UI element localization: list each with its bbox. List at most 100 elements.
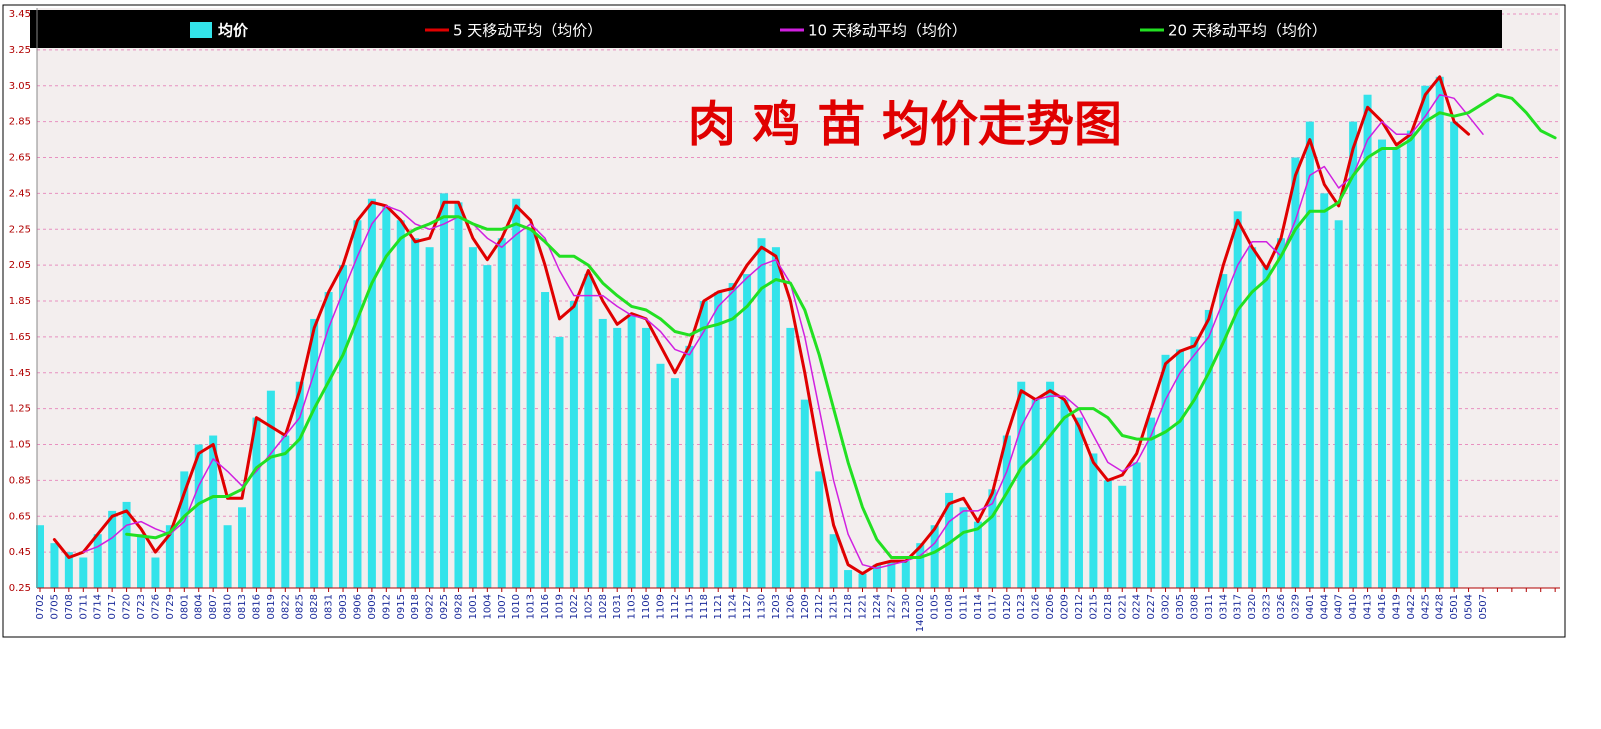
bar bbox=[79, 557, 88, 588]
x-tick-label: 1028 bbox=[598, 594, 609, 619]
x-tick-label: 0108 bbox=[944, 594, 955, 619]
legend-label: 均价 bbox=[218, 22, 249, 40]
bar bbox=[1435, 76, 1444, 588]
x-tick-label: 0224 bbox=[1132, 594, 1143, 619]
bar bbox=[1161, 354, 1170, 588]
x-tick-label: 0206 bbox=[1045, 594, 1056, 619]
x-tick-label: 0308 bbox=[1189, 594, 1200, 619]
bar bbox=[382, 205, 391, 588]
bar bbox=[295, 381, 304, 588]
x-tick-label: 1010 bbox=[511, 594, 522, 619]
bar bbox=[569, 301, 578, 588]
x-tick-label: 1103 bbox=[627, 594, 638, 619]
x-tick-label: 0825 bbox=[295, 594, 306, 619]
y-tick-label: 0.45 bbox=[9, 547, 31, 558]
x-tick-label: 0111 bbox=[959, 594, 970, 619]
x-tick-label: 0305 bbox=[1175, 594, 1186, 619]
ma-line bbox=[82, 93, 1484, 570]
bar bbox=[872, 564, 881, 588]
legend-swatch bbox=[190, 22, 212, 38]
x-tick-label: 0702 bbox=[35, 594, 46, 619]
y-tick-label: 3.05 bbox=[9, 81, 31, 92]
x-tick-label: 1013 bbox=[526, 594, 537, 619]
bar bbox=[829, 534, 838, 588]
bar bbox=[887, 561, 896, 588]
bar bbox=[425, 247, 434, 588]
x-tick-label: 1130 bbox=[757, 594, 768, 619]
x-tick-label: 0425 bbox=[1420, 594, 1431, 619]
y-tick-label: 1.65 bbox=[9, 332, 31, 343]
x-tick-label: 0729 bbox=[165, 594, 176, 619]
x-tick-label: 0123 bbox=[1016, 594, 1027, 619]
x-tick-label: 0816 bbox=[251, 594, 262, 619]
y-tick-label: 2.65 bbox=[9, 153, 31, 164]
x-tick-label: 0810 bbox=[223, 594, 234, 619]
bar bbox=[497, 238, 506, 588]
legend-label: 20 天移动平均（均价） bbox=[1168, 22, 1327, 40]
bar bbox=[1349, 121, 1358, 588]
x-tick-label: 1212 bbox=[814, 594, 825, 619]
bar bbox=[108, 510, 117, 588]
bar bbox=[396, 220, 405, 588]
bar bbox=[800, 399, 809, 588]
x-tick-label: 0419 bbox=[1391, 594, 1402, 619]
y-tick-label: 2.45 bbox=[9, 188, 31, 199]
bar bbox=[512, 198, 521, 588]
y-tick-label: 0.25 bbox=[9, 583, 31, 594]
bar bbox=[1305, 121, 1314, 588]
x-tick-label: 0218 bbox=[1103, 594, 1114, 619]
bar bbox=[310, 318, 319, 588]
x-tick-label: 0922 bbox=[425, 594, 436, 619]
bar bbox=[1190, 336, 1199, 588]
x-tick-label: 0705 bbox=[49, 594, 60, 619]
bar bbox=[1132, 462, 1141, 588]
x-tick-label: 0302 bbox=[1161, 594, 1172, 619]
x-tick-label: 0215 bbox=[1088, 594, 1099, 619]
x-tick-label: 0428 bbox=[1435, 594, 1446, 619]
bar bbox=[584, 274, 593, 588]
bar bbox=[1363, 94, 1372, 588]
x-tick-label: 140102 bbox=[915, 594, 926, 632]
x-tick-label: 1016 bbox=[540, 594, 551, 619]
bar bbox=[1377, 139, 1386, 588]
bar bbox=[815, 471, 824, 588]
bar bbox=[1074, 417, 1083, 588]
y-tick-label: 2.25 bbox=[9, 224, 31, 235]
bar bbox=[238, 507, 247, 588]
bar bbox=[468, 247, 477, 588]
x-tick-label: 0105 bbox=[930, 594, 941, 619]
x-tick-label: 1227 bbox=[886, 594, 897, 619]
y-tick-label: 1.85 bbox=[9, 296, 31, 307]
x-tick-label: 0909 bbox=[367, 594, 378, 619]
bar bbox=[627, 313, 636, 588]
ma-line bbox=[125, 93, 1557, 559]
bar bbox=[699, 301, 708, 588]
x-tick-label: 1004 bbox=[482, 594, 493, 619]
legend-label: 5 天移动平均（均价） bbox=[453, 22, 602, 40]
x-tick-label: 0912 bbox=[381, 594, 392, 619]
x-tick-label: 0117 bbox=[987, 594, 998, 619]
x-tick-label: 0329 bbox=[1290, 594, 1301, 619]
bar bbox=[440, 193, 449, 588]
x-tick-label: 0320 bbox=[1247, 594, 1258, 619]
x-tick-label: 1206 bbox=[785, 594, 796, 619]
bar bbox=[1334, 220, 1343, 588]
bar bbox=[1219, 274, 1228, 588]
x-tick-label: 0819 bbox=[266, 594, 277, 619]
bar bbox=[973, 521, 982, 588]
x-tick-label: 0410 bbox=[1348, 594, 1359, 619]
x-tick-label: 0711 bbox=[78, 594, 89, 619]
x-tick-label: 1022 bbox=[569, 594, 580, 619]
bar bbox=[1421, 85, 1430, 588]
x-tick-label: 0928 bbox=[453, 594, 464, 619]
x-tick-label: 1203 bbox=[771, 594, 782, 619]
bar bbox=[1089, 453, 1098, 588]
bar bbox=[165, 525, 174, 588]
x-tick-label: 1118 bbox=[699, 594, 710, 619]
x-tick-label: 1127 bbox=[742, 594, 753, 619]
bar bbox=[598, 318, 607, 588]
bar bbox=[411, 238, 420, 588]
x-tick-label: 0831 bbox=[324, 594, 335, 619]
bar bbox=[1450, 121, 1459, 588]
